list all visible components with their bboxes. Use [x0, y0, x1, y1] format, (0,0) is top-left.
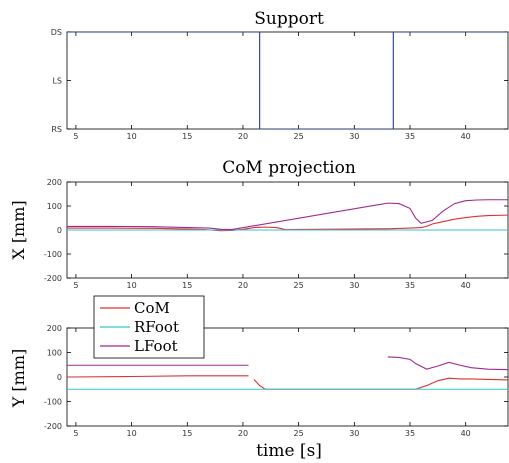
- x-axis-label: time [s]: [256, 441, 322, 461]
- x-tick-label: 40: [461, 281, 471, 290]
- chart-panel-1: Support 5 10 15 20 25 30 35 40 RS LS DS: [51, 9, 509, 141]
- x-tick-label: 35: [405, 281, 415, 290]
- x-tick-label: 15: [182, 429, 192, 438]
- series-line-com: [67, 375, 508, 390]
- y-tick-label: 100: [47, 202, 62, 211]
- x-tick-label: 25: [294, 429, 304, 438]
- x-tick-label: 20: [238, 429, 248, 438]
- x-tick-label: 35: [405, 429, 415, 438]
- series-line-support: [67, 32, 508, 129]
- y-tick-label: -100: [44, 398, 62, 407]
- x-tick-label: 10: [126, 281, 136, 290]
- y-axis-label: Y [mm]: [9, 349, 28, 408]
- x-tick-label: 35: [405, 132, 415, 141]
- y-tick-label: 0: [57, 226, 62, 235]
- x-tick-label: 20: [238, 281, 248, 290]
- y-tick-label: LS: [52, 77, 62, 86]
- x-tick-label: 10: [126, 132, 136, 141]
- x-tick-label: 5: [73, 132, 78, 141]
- x-tick-label: 25: [294, 132, 304, 141]
- legend-entry: RFoot: [134, 318, 179, 336]
- legend-entry: LFoot: [134, 337, 178, 355]
- series-line-com: [67, 214, 508, 232]
- x-tick-label: 15: [182, 281, 192, 290]
- x-tick-label: 40: [461, 132, 471, 141]
- x-tick-label: 15: [182, 132, 192, 141]
- chart-title: Support: [254, 9, 324, 29]
- legend-entry: CoM: [134, 299, 170, 317]
- y-tick-label: RS: [51, 125, 62, 134]
- y-tick-label: -100: [44, 250, 62, 259]
- y-tick-label: -200: [44, 422, 62, 431]
- x-tick-label: 20: [238, 132, 248, 141]
- series-line-lfoot: [67, 356, 508, 371]
- x-tick-label: 5: [73, 281, 78, 290]
- y-tick-label: 200: [47, 324, 62, 333]
- y-tick-label: DS: [51, 28, 62, 37]
- x-tick-label: 30: [349, 429, 359, 438]
- y-tick-label: 0: [57, 373, 62, 382]
- x-tick-label: 30: [349, 281, 359, 290]
- y-tick-label: -200: [44, 274, 62, 283]
- y-axis-label: X [mm]: [9, 200, 28, 259]
- x-tick-label: 25: [294, 281, 304, 290]
- y-tick-label: 200: [47, 178, 62, 187]
- x-tick-label: 5: [73, 429, 78, 438]
- chart-title: CoM projection: [222, 158, 356, 178]
- chart-panel-2: CoM projection X [mm] 5 10 15 20 25 30 35 40 -200 -…: [9, 158, 509, 290]
- x-tick-label: 30: [349, 132, 359, 141]
- x-tick-label: 40: [461, 429, 471, 438]
- plot-area-frame: [66, 31, 509, 130]
- series-line-lfoot: [67, 199, 508, 231]
- chart-panel-3: Y [mm] time [s] 5 10 15 20 25 30 35 40 -200 -100 0 10…: [9, 295, 509, 461]
- y-tick-label: 100: [47, 349, 62, 358]
- x-tick-label: 10: [126, 429, 136, 438]
